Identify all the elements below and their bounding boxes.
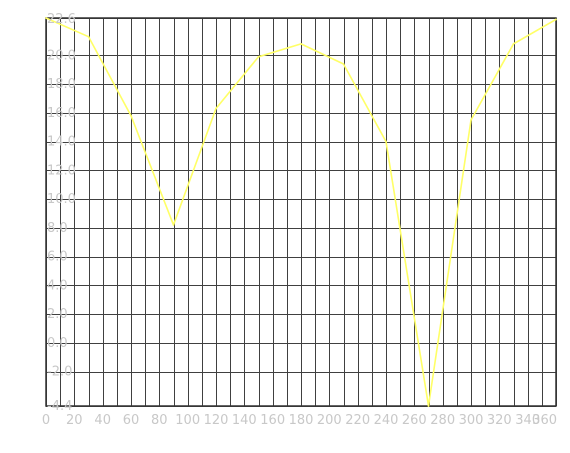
data-point (555, 18, 557, 21)
data-point (470, 119, 472, 121)
y-tick-label: 12.0 (47, 163, 76, 178)
y-tick-label: 20.0 (47, 48, 76, 63)
x-tick-label: 200 (317, 413, 342, 428)
data-point (427, 405, 430, 407)
y-tick-label: 22.6 (47, 12, 76, 27)
data-point (130, 114, 132, 117)
x-tick-label: 320 (487, 413, 512, 428)
y-tick-label: -2.0 (47, 365, 72, 380)
data-point (342, 63, 345, 65)
y-tick-label: 4.0 (47, 278, 68, 293)
x-tick-label: 100 (175, 413, 200, 428)
x-tick-label: 80 (151, 413, 168, 428)
plot-frame (45, 17, 557, 407)
x-tick-label: 0 (42, 413, 50, 428)
x-tick-label: 60 (123, 413, 140, 428)
data-point (45, 17, 47, 19)
x-tick-label: 160 (260, 413, 285, 428)
y-tick-label: 6.0 (47, 250, 68, 265)
x-tick-label: 300 (459, 413, 484, 428)
y-tick-label: -4.4 (47, 399, 72, 414)
data-point (512, 42, 515, 45)
grid-lines (46, 18, 557, 407)
y-tick-label: 2.0 (47, 307, 68, 322)
x-tick-label: 20 (66, 413, 83, 428)
x-tick-label: 240 (374, 413, 399, 428)
x-tick-label: 180 (289, 413, 314, 428)
data-point (172, 224, 175, 226)
y-tick-label: 18.0 (47, 77, 76, 92)
data-point (385, 140, 387, 143)
x-tick-label: 220 (345, 413, 370, 428)
x-tick-label: 140 (232, 413, 257, 428)
y-tick-label: 14.0 (47, 135, 76, 150)
y-tick-label: 0.0 (47, 336, 68, 351)
data-point (87, 35, 90, 38)
x-tick-labels: 0 20 40 60 80 100 120 140 160 180 200 220 240 260 280 3… (42, 413, 557, 428)
data-point (257, 55, 260, 58)
data-point (300, 42, 302, 45)
y-tick-label: 10.0 (47, 192, 76, 207)
x-tick-label: 40 (94, 413, 111, 428)
series-layer (45, 17, 557, 407)
x-tick-label: 360 (532, 413, 557, 428)
y-tick-label: 16.0 (47, 106, 76, 121)
x-tick-label: 120 (204, 413, 229, 428)
y-tick-labels: -4.4 -2.0 0.0 2.0 4.0 6.0 8.0 10.0 12.0 14.0 16.0 1… (47, 12, 76, 414)
x-tick-label: 340 (515, 413, 540, 428)
data-point (215, 107, 217, 110)
y-tick-label: 8.0 (47, 221, 68, 236)
x-tick-label: 260 (402, 413, 427, 428)
x-tick-label: 280 (430, 413, 455, 428)
